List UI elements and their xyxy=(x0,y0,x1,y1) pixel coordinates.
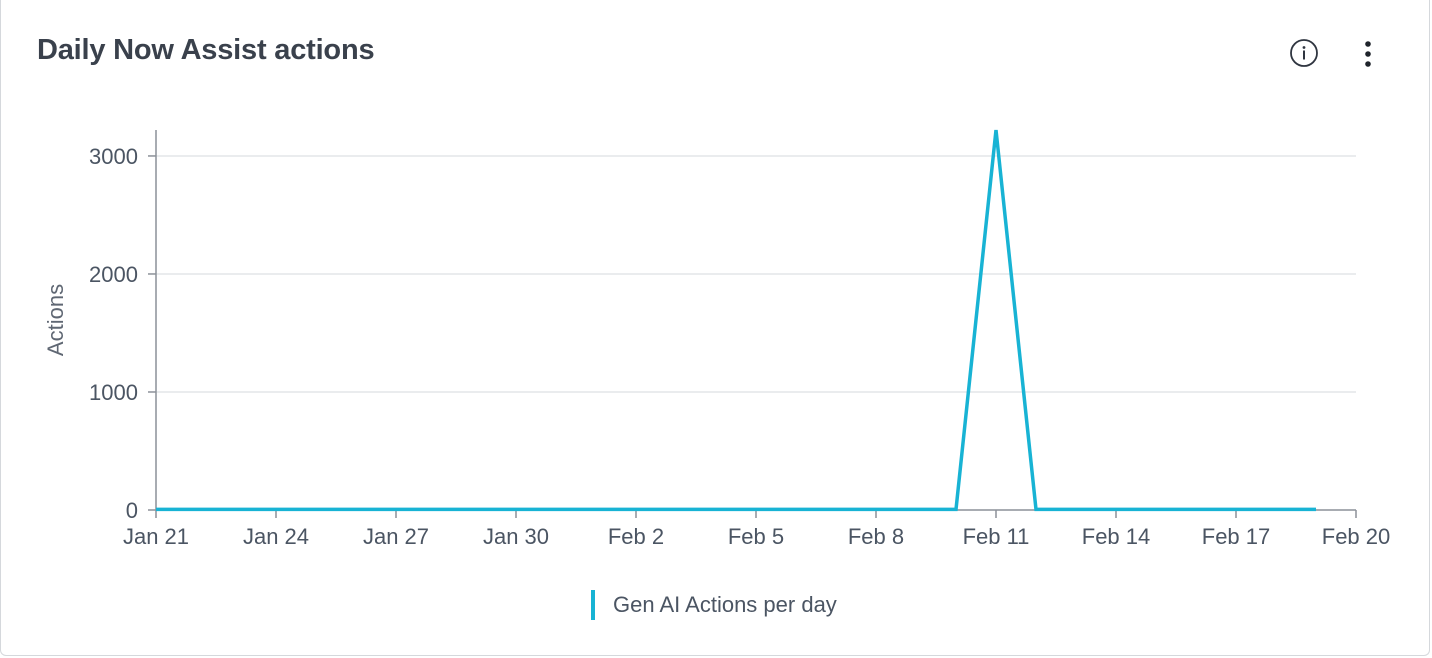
line-chart: 0 1000 2000 3000 Jan 21 Jan 24 Jan 27 Jan 30 Feb… xyxy=(43,129,1390,549)
y-tick-label: 2000 xyxy=(89,262,138,287)
x-tick-label: Jan 30 xyxy=(483,524,549,549)
card-title: Daily Now Assist actions xyxy=(37,34,375,66)
x-tick-label: Feb 5 xyxy=(728,524,784,549)
x-tick-label: Jan 24 xyxy=(243,524,309,549)
x-tick-label: Feb 20 xyxy=(1322,524,1391,549)
x-tick-label: Feb 2 xyxy=(608,524,664,549)
info-circle-icon[interactable] xyxy=(1289,38,1319,68)
x-tick-label: Jan 27 xyxy=(363,524,429,549)
y-axis-title: Actions xyxy=(43,284,68,356)
x-tick-label: Feb 8 xyxy=(848,524,904,549)
legend-item[interactable]: Gen AI Actions per day xyxy=(591,590,837,620)
legend-label: Gen AI Actions per day xyxy=(613,592,837,617)
y-tick-label: 0 xyxy=(126,498,138,523)
y-tick-label: 1000 xyxy=(89,380,138,405)
series-line xyxy=(156,129,1316,512)
series-layer xyxy=(156,129,1316,512)
axes xyxy=(148,130,1357,518)
legend-swatch xyxy=(591,590,595,620)
grid-lines xyxy=(156,155,1356,393)
x-tick-label: Jan 21 xyxy=(123,524,189,549)
x-tick-label: Feb 14 xyxy=(1082,524,1151,549)
y-tick-label: 3000 xyxy=(89,144,138,169)
x-tick-label: Feb 17 xyxy=(1202,524,1271,549)
more-vertical-icon[interactable] xyxy=(1357,38,1379,70)
tick-labels: 0 1000 2000 3000 Jan 21 Jan 24 Jan 27 Jan 30 Feb… xyxy=(89,144,1390,549)
x-tick-label: Feb 11 xyxy=(963,524,1030,549)
